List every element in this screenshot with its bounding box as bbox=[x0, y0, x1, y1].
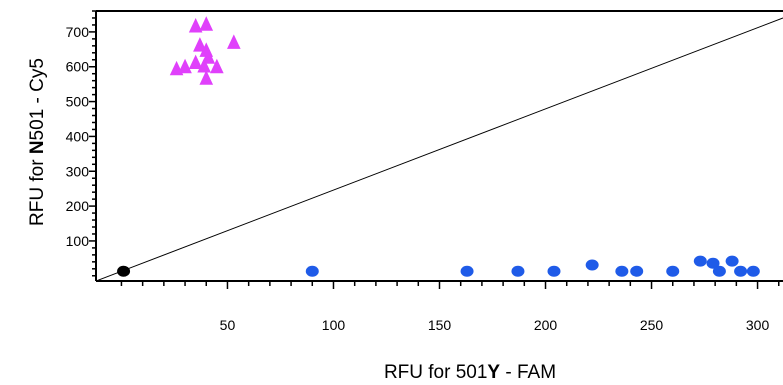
series-2-circle-point-12 bbox=[725, 255, 739, 267]
x-tick-label-150: 150 bbox=[428, 317, 452, 333]
x-axis-ticks: 50 100 150 200 250 300 bbox=[120, 281, 780, 333]
series-2-circle-point-7 bbox=[630, 265, 644, 277]
series-2-circle-point-4 bbox=[547, 265, 561, 277]
series-2-circle-point-1 bbox=[305, 265, 319, 277]
y-tick-label-300: 300 bbox=[66, 163, 90, 179]
plot-area bbox=[96, 16, 783, 281]
series-2-circle-point-9 bbox=[693, 255, 707, 267]
y-axis-ticks: 100 200 300 400 500 600 700 bbox=[66, 10, 96, 277]
y-tick-label-400: 400 bbox=[66, 128, 90, 144]
x-tick-label-250: 250 bbox=[640, 317, 664, 333]
x-axis-title-part-2: Y bbox=[487, 362, 500, 383]
series-2-circle-point-2 bbox=[460, 265, 474, 277]
series-2-circle-point-14 bbox=[746, 265, 760, 277]
y-axis-title-part-3: 501 - Cy5 bbox=[27, 58, 48, 140]
y-tick-label-100: 100 bbox=[66, 233, 90, 249]
series-1-triangle-point-1 bbox=[188, 18, 203, 33]
series-2-circle-point-10 bbox=[706, 257, 720, 269]
series-2-circle-point-3 bbox=[511, 265, 525, 277]
x-axis-title-part-1: RFU for 501 bbox=[384, 362, 487, 383]
series-1-triangle-point-9 bbox=[197, 58, 211, 73]
series-2-circle-point-6 bbox=[615, 265, 629, 277]
series-1-triangle-point-2 bbox=[199, 16, 214, 31]
y-tick-label-200: 200 bbox=[66, 198, 90, 214]
x-tick-label-100: 100 bbox=[322, 317, 346, 333]
series-2-circle-point-8 bbox=[666, 265, 680, 277]
y-axis-title: RFU for N501 - Cy5 bbox=[27, 58, 48, 226]
y-tick-label-700: 700 bbox=[66, 24, 90, 40]
series-2-circle-point-13 bbox=[734, 265, 748, 277]
series-1-triangle-point-11 bbox=[169, 60, 184, 76]
x-tick-label-200: 200 bbox=[534, 317, 558, 333]
y-axis-title-part-1: RFU for bbox=[27, 154, 48, 226]
series-1-triangle-point-7 bbox=[188, 54, 203, 70]
series-3-circle-point-1 bbox=[117, 265, 131, 277]
series-1-triangle-point-8 bbox=[178, 58, 192, 74]
series-2-circle-point-11 bbox=[712, 265, 726, 277]
y-axis-title-part-2: N bbox=[27, 140, 48, 154]
series-2-circle-point-5 bbox=[585, 259, 599, 271]
x-axis-title-part-3: - FAM bbox=[500, 362, 556, 383]
series-1-triangle-point-3 bbox=[227, 34, 241, 49]
y-tick-label-600: 600 bbox=[66, 59, 90, 75]
series-1-triangle-point-12 bbox=[199, 70, 214, 85]
series-1-triangle-point-4 bbox=[193, 37, 207, 52]
x-axis-title: RFU for 501Y - FAM bbox=[384, 362, 556, 383]
reference-line bbox=[96, 17, 783, 281]
series-1-triangle-point-10 bbox=[210, 58, 224, 74]
y-tick-label-500: 500 bbox=[66, 94, 90, 110]
x-tick-label-300: 300 bbox=[746, 317, 770, 333]
x-tick-label-50: 50 bbox=[220, 317, 236, 333]
